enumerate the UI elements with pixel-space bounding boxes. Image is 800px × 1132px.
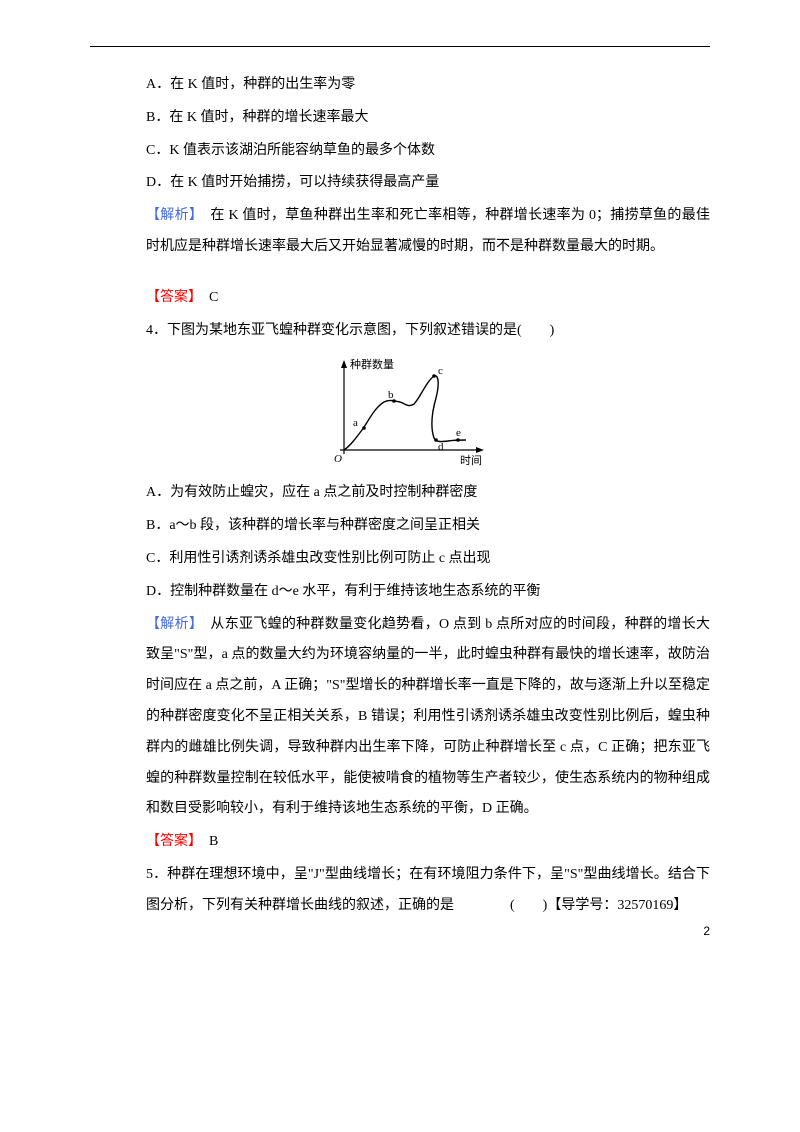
q4-option-a: A．为有效防止蝗灾，应在 a 点之前及时控制种群密度 [90,478,710,509]
q3-analysis: 【解析】 在 K 值时，草鱼种群出生率和死亡率相等，种群增长速率为 0；捕捞草鱼… [90,201,710,263]
y-axis-label: 种群数量 [350,357,394,371]
x-arrow [476,447,484,453]
chart-svg: 种群数量 时间 O a b c d e [308,354,492,470]
q4-option-d: D．控制种群数量在 d～e 水平，有利于维持该地生态系统的平衡 [90,577,710,608]
q4-option-b: B．a～b 段，该种群的增长率与种群密度之间呈正相关 [90,511,710,542]
point-c-label: c [438,365,443,377]
point-e [456,439,460,443]
point-e-label: e [456,427,461,439]
point-d-label: d [438,441,444,453]
analysis-label: 【解析】 [146,617,196,632]
q4-analysis-text: 从东亚飞蝗的种群数量变化趋势看，O 点到 b 点所对应的时间段，种群的增长大致呈… [146,617,710,817]
point-d [434,439,438,443]
answer-label: 【答案】 [146,834,195,849]
q4-answer-text: B [195,834,218,849]
q3-answer-text: C [195,290,218,305]
q3-option-b: B．在 K 值时，种群的增长速率最大 [90,103,710,134]
q3-option-d: D．在 K 值时开始捕捞，可以持续获得最高产量 [90,168,710,199]
q3-answer: 【答案】 C [90,283,710,314]
point-c [432,375,436,379]
analysis-label: 【解析】 [146,208,196,223]
blank [90,265,710,283]
y-arrow [341,360,347,368]
q5-stem: 5．种群在理想环境中，呈"J"型曲线增长；在有环境阻力条件下，呈"S"型曲线增长… [90,860,710,922]
page-number: 2 [703,924,710,938]
point-b [392,400,396,404]
origin-label: O [334,453,342,465]
point-b-label: b [388,389,394,401]
q4-stem: 4．下图为某地东亚飞蝗种群变化示意图，下列叙述错误的是( ) [90,316,710,347]
answer-label: 【答案】 [146,290,195,305]
q4-option-c: C．利用性引诱剂诱杀雄虫改变性别比例可防止 c 点出现 [90,544,710,575]
q3-analysis-text: 在 K 值时，草鱼种群出生率和死亡率相等，种群增长速率为 0；捕捞草鱼的最佳时机… [146,208,710,254]
point-a [362,427,366,431]
curve [344,376,466,450]
chart-container: 种群数量 时间 O a b c d e [90,354,710,470]
q3-option-c: C．K 值表示该湖泊所能容纳草鱼的最多个体数 [90,136,710,167]
x-axis-label: 时间 [460,454,482,467]
top-rule [90,46,710,47]
q4-analysis: 【解析】 从东亚飞蝗的种群数量变化趋势看，O 点到 b 点所对应的时间段，种群的… [90,610,710,826]
locust-population-chart: 种群数量 时间 O a b c d e [308,354,492,470]
document-content: A．在 K 值时，种群的出生率为零 B．在 K 值时，种群的增长速率最大 C．K… [90,70,710,922]
q3-option-a: A．在 K 值时，种群的出生率为零 [90,70,710,101]
point-a-label: a [353,417,358,429]
q4-answer: 【答案】 B [90,827,710,858]
